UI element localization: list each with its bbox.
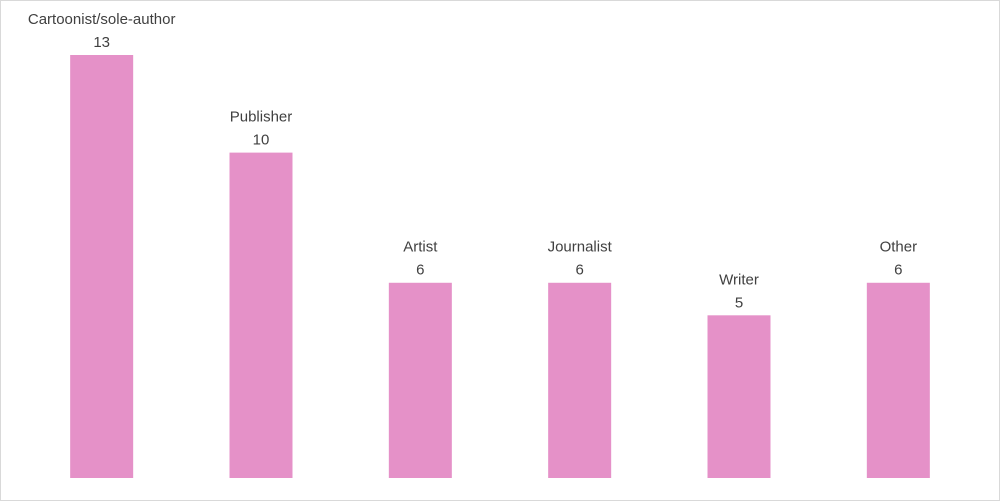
bar: [70, 55, 134, 478]
bar: [548, 282, 612, 478]
bar: [229, 152, 293, 478]
value-label: 10: [253, 132, 270, 149]
value-label: 6: [575, 262, 583, 279]
value-label: 6: [894, 262, 902, 279]
value-label: 5: [735, 294, 743, 311]
bar: [707, 315, 771, 478]
value-label: 6: [416, 262, 424, 279]
bar: [388, 282, 452, 478]
category-label: Journalist: [548, 239, 613, 256]
category-label: Artist: [403, 239, 438, 256]
value-label: 13: [93, 34, 110, 51]
category-label: Writer: [719, 271, 759, 288]
bar: [866, 282, 930, 478]
category-label: Publisher: [230, 109, 293, 126]
category-label: Cartoonist/sole-author: [28, 11, 176, 28]
category-label: Other: [880, 239, 918, 256]
